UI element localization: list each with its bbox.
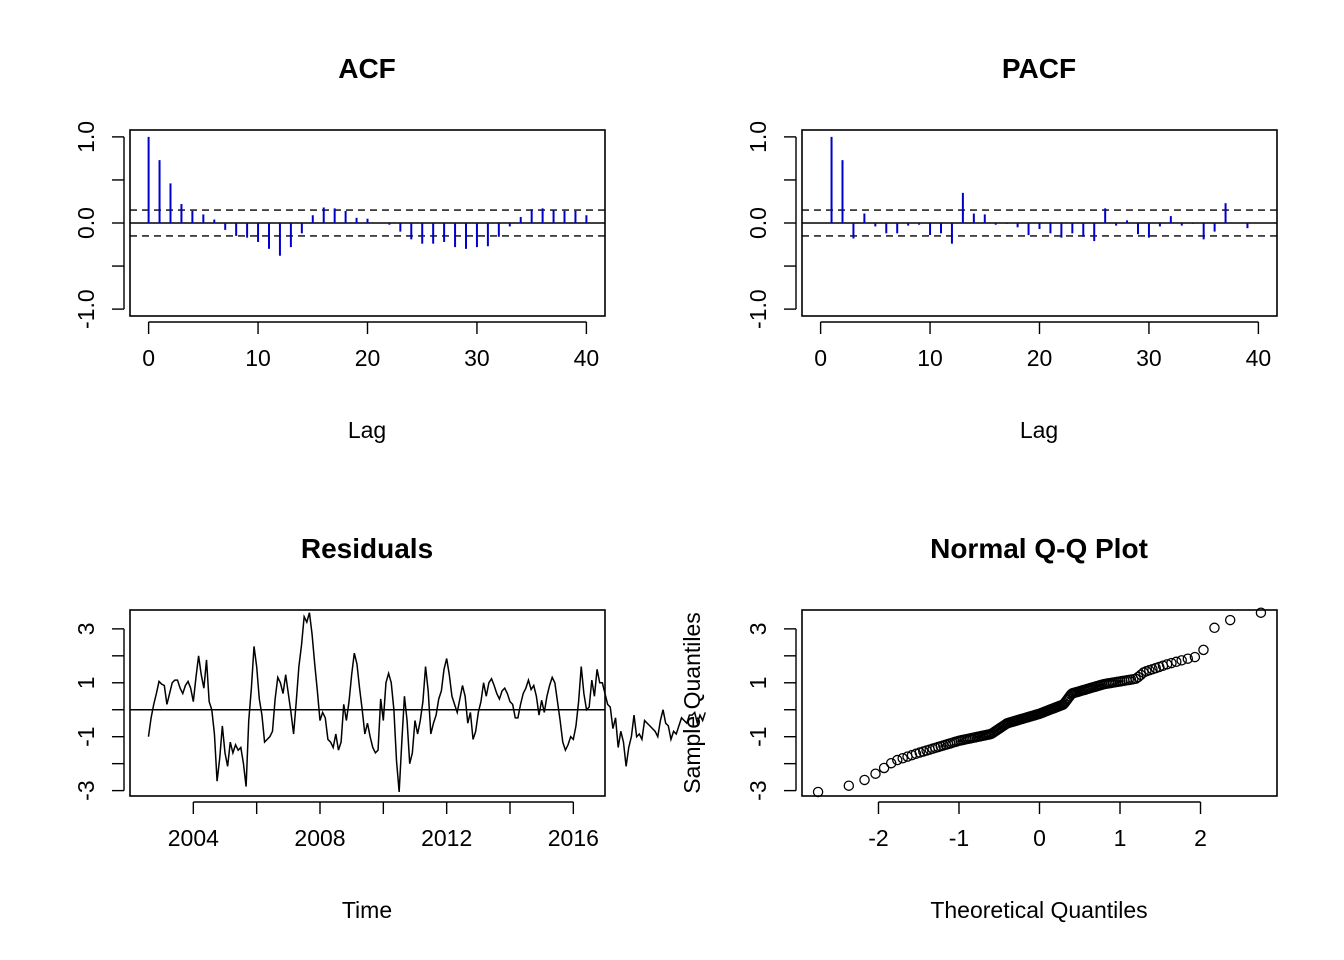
acf-xlabel: Lag xyxy=(348,417,386,443)
qq-x-tick-label: 1 xyxy=(1114,825,1127,851)
residuals-x-tick-label: 2008 xyxy=(294,825,345,851)
acf-panel: ACF Lag 0 10 20 30 40 -1.0 0.0 1.0 xyxy=(73,53,606,443)
qq-point xyxy=(1176,655,1187,666)
qq-point xyxy=(885,757,897,769)
residuals-panel: Residuals Time 2004 2008 2012 2016 -3 -1 1 3 xyxy=(73,533,706,923)
residuals-title: Residuals xyxy=(301,533,433,564)
qq-point xyxy=(1189,651,1201,663)
residuals-x-tick-label: 2012 xyxy=(421,825,472,851)
qq-point xyxy=(1224,614,1236,626)
acf-x-tick-label: 40 xyxy=(574,345,600,371)
qq-point xyxy=(812,786,824,798)
qq-y-tick-label: 3 xyxy=(745,622,771,635)
qq-point xyxy=(1135,669,1147,681)
residuals-series-line xyxy=(147,612,706,793)
qq-point xyxy=(1161,659,1173,670)
pacf-x-tick-label: 0 xyxy=(814,345,827,371)
pacf-y-tick-label: -1.0 xyxy=(745,289,771,329)
qq-y-tick-label: -3 xyxy=(745,780,771,800)
qq-y-tick-label: 1 xyxy=(745,676,771,689)
acf-y-tick-label: 1.0 xyxy=(73,121,99,153)
residuals-y-tick-label: 3 xyxy=(73,622,99,635)
qq-point xyxy=(1182,653,1194,664)
acf-x-tick-label: 10 xyxy=(245,345,271,371)
acf-title: ACF xyxy=(338,53,396,84)
acf-y-tick-label: 0.0 xyxy=(73,207,99,239)
qq-xlabel: Theoretical Quantiles xyxy=(930,897,1147,923)
pacf-xlabel: Lag xyxy=(1020,417,1058,443)
qq-point xyxy=(1209,622,1220,634)
pacf-x-tick-label: 10 xyxy=(917,345,943,371)
residuals-x-tick-label: 2016 xyxy=(548,825,599,851)
qq-point xyxy=(859,774,870,786)
residuals-x-tick-label: 2004 xyxy=(168,825,219,851)
qq-x-tick-label: 0 xyxy=(1033,825,1046,851)
qq-point xyxy=(897,752,908,764)
acf-x-tick-label: 20 xyxy=(355,345,381,371)
qq-point xyxy=(892,754,903,766)
residuals-y-tick-label: 1 xyxy=(73,676,99,689)
qq-point xyxy=(1198,644,1209,656)
residuals-xlabel: Time xyxy=(342,897,392,923)
acf-y-tick-label: -1.0 xyxy=(73,289,99,329)
qq-panel: Normal Q-Q Plot Theoretical Quantiles Sa… xyxy=(679,533,1278,923)
acf-x-tick-label: 0 xyxy=(142,345,155,371)
pacf-panel: PACF Lag 0 10 20 30 40 -1.0 0.0 1.0 xyxy=(745,53,1278,443)
qq-point xyxy=(878,762,890,774)
qq-y-tick-label: -1 xyxy=(745,726,771,746)
qq-x-tick-label: 2 xyxy=(1194,825,1207,851)
residuals-y-tick-label: -3 xyxy=(73,780,99,800)
qq-x-tick-label: -1 xyxy=(949,825,969,851)
qq-ylabel: Sample Quantiles xyxy=(679,612,705,794)
acf-x-tick-label: 30 xyxy=(464,345,490,371)
pacf-x-tick-label: 40 xyxy=(1246,345,1272,371)
qq-title: Normal Q-Q Plot xyxy=(930,533,1148,564)
pacf-title: PACF xyxy=(1002,53,1076,84)
qq-point xyxy=(870,768,881,779)
qq-point xyxy=(1171,656,1182,668)
residuals-plot-frame xyxy=(129,609,606,797)
qq-point xyxy=(843,780,855,791)
qq-plot-frame xyxy=(801,609,1278,797)
pacf-y-tick-label: 1.0 xyxy=(745,121,771,153)
pacf-x-tick-label: 20 xyxy=(1027,345,1053,371)
pacf-x-tick-label: 30 xyxy=(1136,345,1162,371)
qq-point xyxy=(1255,607,1267,618)
pacf-y-tick-label: 0.0 xyxy=(745,207,771,239)
residuals-y-tick-label: -1 xyxy=(73,726,99,746)
qq-point xyxy=(1166,657,1177,669)
qq-x-tick-label: -2 xyxy=(868,825,888,851)
